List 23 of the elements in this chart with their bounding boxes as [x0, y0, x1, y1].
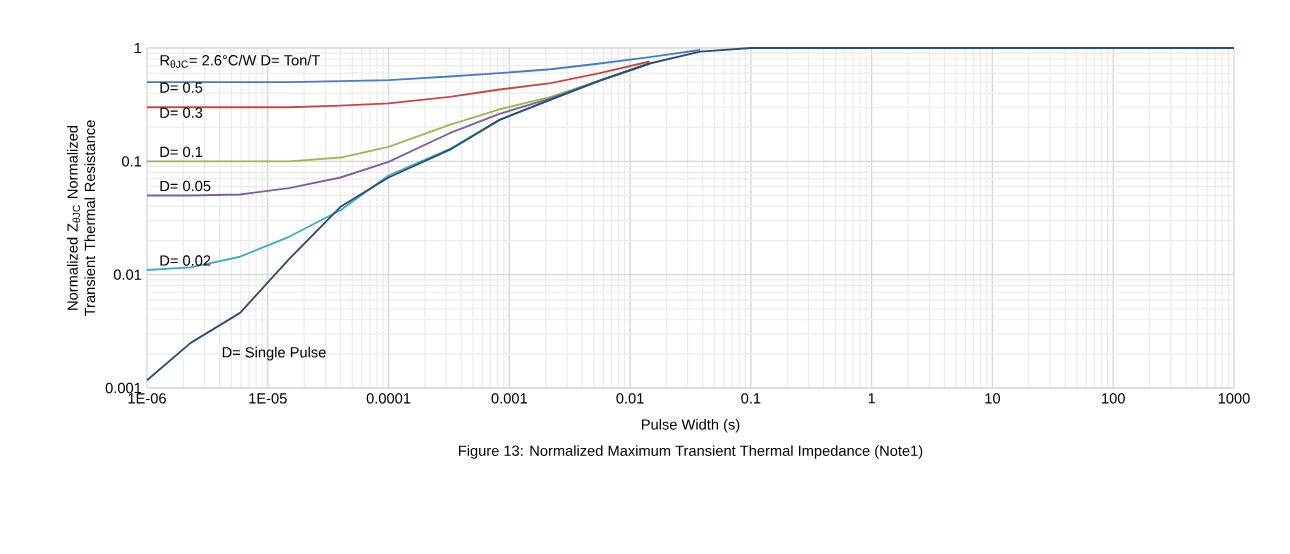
x-axis-title: Pulse Width (s)	[641, 418, 740, 433]
series-label: D= 0.1	[160, 146, 203, 158]
series-label: D= 0.5	[160, 82, 203, 93]
x-tick-label: 1E-06	[128, 393, 166, 404]
x-tick-label: 100	[1102, 393, 1125, 404]
series-label: D= 0.05	[160, 180, 211, 192]
x-tick-label: 1E-05	[249, 393, 287, 404]
annotation: R$_{θJC}$= 2.6°C/W D= Ton/T	[160, 54, 321, 68]
y-tick-label: 0.01	[113, 269, 142, 280]
y-tick-label: 1	[134, 42, 142, 54]
x-tick-label: 0.001	[491, 393, 527, 404]
series-label: D= 0.3	[160, 107, 203, 118]
caption: Figure 13: Normalized Maximum Transient Thermal Impedance (Note1)	[459, 445, 923, 459]
y-tick-label: 0.1	[122, 156, 142, 167]
x-tick-label: 1	[868, 393, 876, 404]
x-tick-label: 0.1	[741, 393, 761, 404]
series-label: D= Single Pulse	[222, 346, 326, 361]
y-tick-label: 0.001	[105, 382, 142, 394]
x-tick-label: 10	[985, 393, 1000, 404]
x-tick-label: 0.01	[616, 393, 644, 404]
x-tick-label: 1000	[1218, 393, 1250, 404]
series-label: D= 0.02	[160, 255, 211, 266]
x-tick-label: 0.0001	[366, 393, 411, 404]
